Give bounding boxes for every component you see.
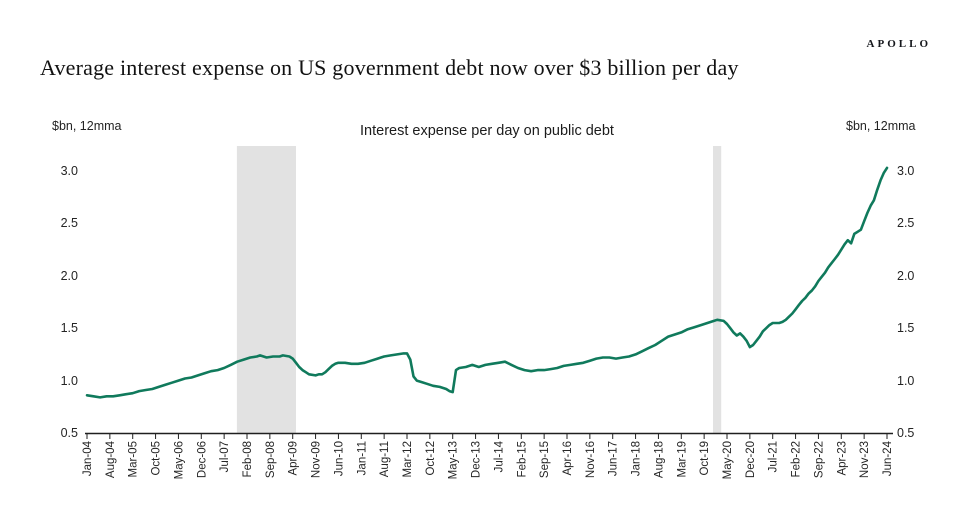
x-tick-label: Jan-04: [82, 440, 94, 476]
x-tick-label: Apr-23: [836, 441, 848, 476]
y-tick-label: 2.0: [897, 268, 915, 283]
y-tick-label: 2.5: [897, 216, 915, 231]
x-tick-label: Mar-19: [676, 441, 688, 477]
y-tick-label: 1.5: [60, 321, 78, 336]
x-tick-label: Oct-12: [425, 441, 437, 476]
y-tick-label: 1.0: [897, 373, 915, 388]
y-tick-label: 1.5: [897, 321, 915, 336]
x-tick-label: Jun-10: [333, 441, 345, 476]
x-tick-label: Jun-17: [608, 441, 620, 476]
y-tick-label: 3.0: [60, 164, 78, 178]
x-tick-label: Jun-24: [882, 440, 894, 476]
y-axis-unit-right: $bn, 12mma: [846, 119, 916, 133]
interest-expense-line: [85, 166, 889, 399]
x-tick-label: Jan-18: [631, 441, 643, 476]
apollo-logo: APOLLO: [866, 38, 931, 50]
x-tick-label: Jan-11: [356, 441, 368, 475]
y-tick-label: 3.0: [897, 164, 915, 178]
x-tick-label: Oct-05: [151, 441, 163, 476]
recession-band: [713, 146, 722, 433]
x-tick-label: Aug-04: [105, 440, 117, 478]
y-tick-label: 2.0: [60, 268, 78, 283]
y-tick-label: 0.5: [897, 426, 915, 440]
x-tick-label: Apr-09: [288, 441, 300, 476]
x-tick-label: May-13: [448, 441, 460, 479]
x-tick-label: Feb-22: [791, 441, 803, 477]
x-tick-label: Nov-09: [311, 441, 323, 478]
y-tick-label: 0.5: [60, 426, 78, 440]
x-tick-label: Sep-08: [265, 441, 277, 478]
page-title: Average interest expense on US governmen…: [40, 55, 739, 80]
x-tick-label: May-20: [722, 441, 734, 479]
x-tick-label: Mar-12: [402, 441, 414, 477]
x-tick-label: Aug-18: [653, 441, 665, 478]
x-tick-label: Jul-14: [493, 440, 505, 472]
recession-band: [236, 146, 296, 433]
x-tick-label: Dec-13: [471, 441, 483, 478]
x-tick-label: Sep-15: [539, 441, 551, 478]
x-tick-label: Nov-23: [859, 441, 871, 478]
x-tick-label: Nov-16: [585, 441, 597, 478]
x-tick-label: Mar-05: [128, 441, 140, 477]
x-tick-label: Dec-20: [745, 441, 757, 478]
x-tick-label: Dec-06: [196, 441, 208, 478]
y-axis-unit-left: $bn, 12mma: [52, 119, 122, 133]
x-tick-label: Apr-16: [562, 441, 574, 476]
x-tick-label: Feb-15: [516, 441, 528, 477]
chart-title: Interest expense per day on public debt: [360, 123, 614, 139]
x-tick-label: Sep-22: [813, 441, 825, 478]
x-tick-label: Oct-19: [699, 441, 711, 476]
x-tick-label: Jul-07: [219, 441, 231, 472]
x-tick-label: May-06: [173, 441, 185, 479]
y-tick-label: 2.5: [60, 216, 78, 231]
x-tick-label: Feb-08: [242, 441, 254, 477]
x-tick-label: Aug-11: [379, 441, 391, 477]
x-tick-label: Jul-21: [768, 441, 780, 472]
y-tick-label: 1.0: [60, 373, 78, 388]
